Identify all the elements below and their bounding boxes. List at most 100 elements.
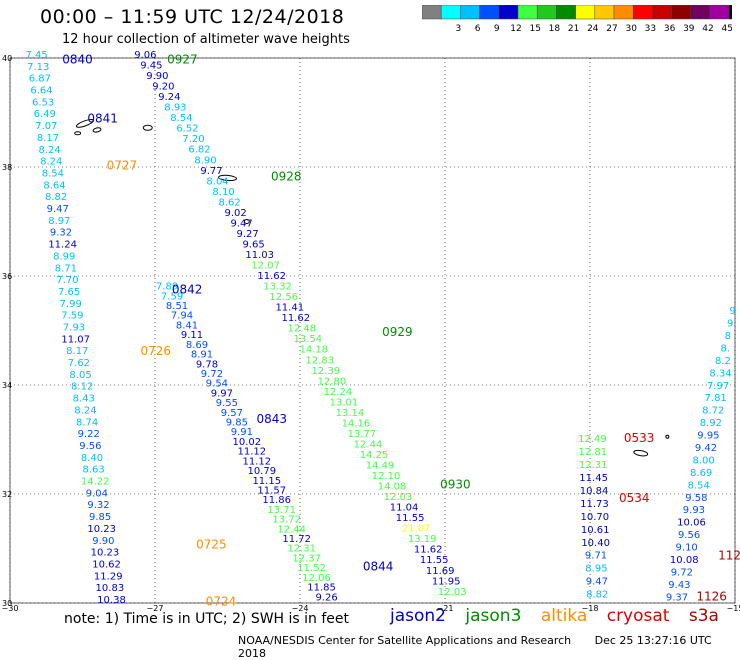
wave-height-value: 9.27	[237, 229, 259, 240]
wave-height-value: 8.72	[702, 406, 724, 417]
wave-height-value: 9	[729, 306, 735, 317]
wave-height-value: 10.70	[581, 512, 610, 523]
wave-height-value: 13.01	[330, 397, 359, 408]
wave-height-value: 7.62	[68, 358, 90, 369]
track-time-label: 0533	[624, 431, 655, 445]
wave-height-value: 9.56	[79, 441, 101, 452]
colorbar-label: 12	[510, 24, 521, 34]
colorbar: 36912151821242730333639424570(ft)	[422, 5, 732, 34]
wave-height-value: 12.24	[324, 387, 353, 398]
wave-height-value: 11.62	[414, 545, 443, 556]
wave-height-value: 11.69	[426, 566, 455, 577]
wave-height-value: 12.03	[438, 587, 467, 598]
wave-height-value: 9.43	[668, 580, 690, 591]
wave-height-value: 9	[727, 319, 733, 330]
wave-height-value: 7.20	[182, 134, 204, 145]
wave-height-value: 8.00	[692, 455, 714, 466]
wave-height-value: 12.56	[269, 292, 298, 303]
wave-height-value: 14.22	[81, 477, 110, 488]
wave-height-value: 14.16	[342, 418, 371, 429]
track-time-label: 0724	[206, 595, 237, 609]
wave-height-value: 8.2	[715, 356, 731, 367]
wave-height-value: 13.54	[293, 334, 322, 345]
wave-height-value: 10.40	[581, 538, 610, 549]
wave-height-value: 8.10	[212, 187, 234, 198]
wave-height-value: 13.77	[348, 429, 377, 440]
wave-height-value: 12.39	[312, 366, 341, 377]
wave-height-value: 7.59	[61, 311, 83, 322]
wave-height-value: 11.45	[579, 473, 608, 484]
wave-height-value: 11.62	[281, 313, 310, 324]
wave-height-value: 6.49	[34, 109, 56, 120]
wave-height-value: 9.85	[226, 418, 248, 429]
wave-height-value: 12.80	[318, 376, 347, 387]
wave-height-value: 12.49	[578, 434, 607, 445]
wave-height-value: 8	[725, 331, 731, 342]
wave-height-value: 8.24	[74, 405, 96, 416]
track-time-label: 0534	[619, 491, 650, 505]
lon-label: −15	[727, 604, 740, 613]
wave-height-value: 10.23	[87, 524, 116, 535]
wave-height-value: 9.45	[140, 61, 162, 72]
track-time-label: 1126	[696, 589, 727, 603]
wave-height-value: 10.62	[92, 559, 121, 570]
wave-height-value: 11.86	[262, 495, 291, 506]
island-outline	[633, 449, 649, 457]
island-outline	[75, 119, 94, 128]
track-time-label: 1125	[718, 548, 740, 562]
wave-height-value: 8.82	[45, 192, 67, 203]
wave-height-value: 9.65	[243, 239, 265, 250]
wave-height-value: 9.20	[152, 82, 174, 93]
wave-height-value: 7.81	[705, 393, 727, 404]
wave-height-value: 8.64	[43, 180, 65, 191]
wave-height-value: 12.48	[287, 324, 316, 335]
wave-height-value: 11.29	[94, 571, 123, 582]
wave-height-value: 7.89	[156, 282, 178, 293]
wave-height-value: 13.72	[272, 515, 301, 526]
wave-height-value: 8.71	[55, 263, 77, 274]
wave-height-value: 9.47	[47, 204, 69, 215]
island-outline	[142, 124, 153, 131]
wave-height-value: 8.24	[40, 157, 62, 168]
wave-height-value: 8.17	[66, 346, 88, 357]
wave-height-value: 8.04	[206, 176, 228, 187]
wave-height-value: 7.70	[56, 275, 78, 286]
colorbar-bin	[728, 5, 732, 20]
wave-height-value: 14.49	[366, 461, 395, 472]
lat-label: 38	[2, 163, 12, 172]
wave-height-value: 12.07	[251, 261, 280, 272]
wave-height-value: 11.41	[275, 303, 304, 314]
wave-height-value: 9.22	[78, 429, 100, 440]
footer-agency: NOAA/NESDIS Center for Satellite Applica…	[238, 634, 572, 647]
wave-height-value: 8.69	[690, 468, 712, 479]
wave-height-value: 8.	[721, 343, 731, 354]
wave-height-value: 8.40	[81, 453, 103, 464]
wave-height-value: 9.91	[231, 427, 253, 438]
wave-height-value: 9.95	[697, 431, 719, 442]
wave-height-value: 10.08	[670, 555, 699, 566]
wave-height-value: 8.95	[585, 564, 607, 575]
wave-height-value: 12.37	[292, 553, 321, 564]
colorbar-label: 42	[702, 24, 713, 34]
track-time-label: 0841	[87, 111, 118, 125]
wave-height-value: 12.31	[287, 544, 316, 555]
track-time-label: 0727	[107, 159, 138, 173]
wave-height-value: 10.61	[581, 525, 610, 536]
colorbar-label: 6	[475, 24, 481, 34]
track-time-label: 0842	[172, 282, 203, 296]
track-time-label: 0929	[382, 325, 413, 339]
wave-height-value: 11.73	[580, 499, 609, 510]
map-subtitle: 12 hour collection of altimeter wave hei…	[62, 32, 350, 47]
wave-height-value: 7.65	[58, 287, 80, 298]
lat-label: 32	[2, 490, 12, 499]
wave-height-value: 8.41	[176, 320, 198, 331]
wave-height-value: 8.69	[186, 340, 208, 351]
legend-cryosat: cryosat	[606, 606, 670, 626]
wave-height-value: 11.95	[432, 576, 461, 587]
wave-height-value: 9.37	[666, 592, 688, 603]
wave-height-value: 12.83	[306, 355, 335, 366]
wave-height-value: 8.24	[38, 145, 60, 156]
island-outline	[665, 434, 670, 439]
wave-height-value: 9.55	[216, 398, 238, 409]
track-time-label: 0726	[141, 344, 172, 358]
